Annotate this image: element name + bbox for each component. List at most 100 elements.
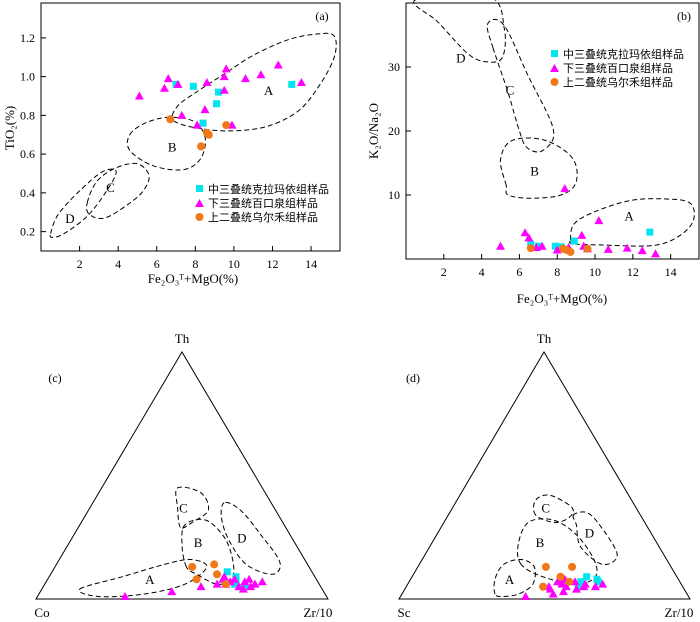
data-point-series-2 (134, 91, 144, 100)
legend-triangle-marker (195, 199, 204, 207)
data-point-series-3 (210, 560, 219, 569)
field-outline-B (126, 116, 206, 171)
data-point-series-2 (603, 244, 613, 253)
data-point-series-2 (557, 579, 567, 588)
x-tick-label: 4 (115, 257, 121, 271)
x-tick-label: 8 (554, 265, 560, 279)
y-tick-label: 0.2 (20, 225, 35, 239)
x-tick-label: 14 (305, 257, 317, 271)
data-point-series-2 (177, 110, 187, 119)
data-point-series-2 (219, 72, 229, 81)
data-point-series-1 (593, 575, 601, 583)
data-point-series-2 (173, 79, 183, 88)
x-tick-label: 12 (627, 265, 639, 279)
panel-d-right-vertex-label: Zr/10 (665, 605, 694, 620)
data-point-series-1 (646, 228, 654, 236)
y-tick-label: 20 (388, 124, 400, 138)
data-point-series-2 (230, 574, 240, 583)
data-point-series-2 (496, 241, 506, 250)
x-tick-label: 2 (77, 257, 83, 271)
data-point-series-2 (590, 582, 600, 591)
data-point-series-2 (196, 582, 206, 591)
data-point-series-2 (296, 77, 306, 86)
y-tick-label: 30 (388, 60, 400, 74)
panel-d-triangle (398, 351, 691, 600)
data-point-series-2 (202, 77, 212, 86)
panel-a-legend: 中三叠统克拉玛依组样品 下三叠统百口泉组样品 上二叠统乌尔禾组样品 (195, 182, 329, 224)
y-tick-label: 0.6 (20, 147, 35, 161)
field-outline-D (572, 511, 618, 566)
data-point-series-3 (213, 570, 222, 579)
panel-a: 2 4 6 8 10 12 14 0.2 0.4 0.6 0.8 1.0 1.2 A B C D (a) Fe… (2, 2, 341, 286)
data-point-series-2 (219, 85, 229, 94)
field-label-C: C (541, 501, 550, 516)
data-point-series-2 (520, 228, 530, 237)
data-point-series-2 (159, 83, 169, 92)
field-outline-A (568, 198, 695, 247)
data-point-series-2 (561, 582, 571, 591)
data-point-series-1 (232, 573, 240, 581)
legend-label: 中三叠统克拉玛依组样品 (208, 182, 329, 196)
data-point-series-2 (594, 216, 604, 225)
panel-b-points (496, 184, 661, 258)
x-tick-label: 10 (589, 265, 601, 279)
field-outline-A (78, 558, 208, 598)
data-point-series-2 (571, 584, 581, 593)
data-point-series-3 (583, 244, 592, 253)
data-point-series-2 (167, 587, 177, 596)
data-point-series-1 (213, 100, 221, 108)
legend-label: 中三叠统克拉玛依组样品 (563, 47, 684, 61)
field-label-A: A (264, 83, 274, 98)
field-label-C: C (106, 180, 115, 195)
x-tick-label: 8 (192, 257, 198, 271)
data-point-series-2 (244, 574, 254, 583)
panel-c-label: (c) (48, 371, 61, 385)
data-point-series-3 (192, 575, 201, 584)
panel-d-left-vertex-label: Sc (398, 605, 411, 620)
legend-circle-marker (550, 78, 559, 86)
panel-d-label: (d) (406, 371, 420, 385)
data-point-series-2 (238, 584, 248, 593)
legend-triangle-marker (550, 64, 559, 72)
data-point-series-3 (568, 562, 577, 571)
legend-square-marker (551, 50, 558, 57)
data-point-series-2 (219, 572, 229, 581)
panel-a-legend-item-series-3: 上二叠统乌尔禾组样品 (195, 210, 318, 224)
data-point-series-2 (558, 587, 568, 596)
legend-label: 上二叠统乌尔禾组样品 (208, 210, 318, 224)
data-point-series-2 (246, 582, 256, 591)
data-point-series-3 (556, 572, 565, 581)
data-point-series-1 (241, 583, 249, 591)
legend-square-marker (196, 185, 203, 192)
data-point-series-2 (580, 579, 590, 588)
data-point-series-2 (524, 233, 534, 242)
field-label-A: A (505, 572, 515, 587)
data-point-series-1 (577, 578, 585, 586)
panel-c-triangle (35, 351, 329, 600)
panel-b-legend-item-series-1: 中三叠统克拉玛依组样品 (551, 47, 684, 61)
field-outline-C (175, 486, 210, 529)
data-point-series-2 (560, 184, 570, 193)
data-point-series-2 (120, 592, 130, 601)
panel-b-label: (b) (677, 9, 691, 23)
panel-a-legend-item-series-1: 中三叠统克拉玛依组样品 (196, 182, 329, 196)
data-point-series-1 (223, 568, 231, 576)
data-point-series-1 (288, 80, 296, 88)
data-point-series-2 (537, 241, 547, 250)
panel-a-points (134, 60, 306, 151)
legend-label: 下三叠统百口泉组样品 (563, 61, 673, 75)
panel-a-ticks: 2 4 6 8 10 12 14 0.2 0.4 0.6 0.8 1.0 1.2 (20, 31, 317, 271)
data-point-series-1 (583, 573, 591, 581)
data-point-series-2 (637, 246, 647, 255)
field-label-D: D (585, 525, 594, 540)
panel-b-y-axis-label: K₂O/Na₂O (366, 103, 381, 159)
data-point-series-1 (199, 119, 207, 127)
field-outline-A (493, 558, 536, 598)
data-point-series-2 (250, 579, 260, 588)
data-point-series-3 (539, 582, 548, 591)
field-label-C: C (179, 501, 188, 516)
data-point-series-2 (240, 74, 250, 83)
x-tick-label: 6 (154, 257, 160, 271)
field-outline-C (86, 162, 150, 220)
x-tick-label: 4 (479, 265, 485, 279)
